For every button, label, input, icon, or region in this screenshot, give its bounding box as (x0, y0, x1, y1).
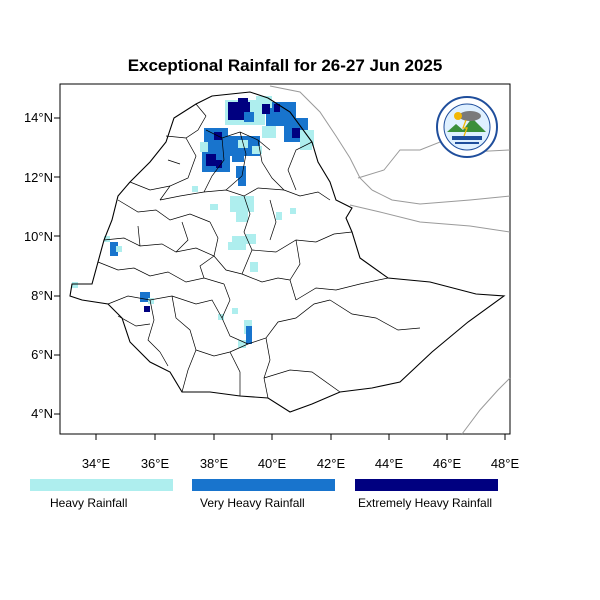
rain-cell (104, 236, 110, 242)
lon-tick-label: 34°E (82, 456, 111, 471)
axis-ticks (54, 117, 506, 440)
rain-cell (110, 242, 118, 256)
legend-label-very-heavy: Very Heavy Rainfall (200, 496, 305, 510)
rain-cell (262, 104, 270, 114)
rain-cell (228, 242, 238, 250)
rain-cell (144, 306, 150, 312)
rain-cell (206, 154, 216, 166)
rain-cell (276, 212, 282, 220)
legend-label-heavy: Heavy Rainfall (50, 496, 128, 510)
rain-cell (236, 166, 246, 178)
rain-cell (300, 144, 312, 150)
rain-cell (252, 146, 262, 154)
rain-cell (246, 326, 252, 344)
rain-cell (300, 130, 314, 146)
legend-swatch-very-heavy (192, 479, 335, 491)
rain-cell (250, 262, 258, 272)
rain-cell (140, 292, 150, 302)
rain-cell (72, 282, 78, 288)
legend-label-extremely-heavy: Extremely Heavy Rainfall (358, 496, 493, 510)
lat-tick-label: 10°N (24, 229, 53, 244)
rain-cell (210, 204, 218, 210)
rain-cell (238, 340, 246, 348)
plot-frame (59, 83, 511, 435)
rain-cell (232, 308, 238, 314)
lon-tick-label: 48°E (491, 456, 520, 471)
rain-cell (244, 112, 254, 122)
rain-cell (218, 314, 224, 320)
lat-tick-label: 8°N (31, 288, 53, 303)
rain-cell (232, 152, 244, 162)
legend-swatch-extremely-heavy (355, 479, 498, 491)
rain-cell (216, 160, 222, 168)
rain-cell (274, 104, 280, 112)
lon-tick-label: 36°E (141, 456, 170, 471)
lat-tick-label: 6°N (31, 347, 53, 362)
rain-cell (230, 196, 254, 212)
rain-cell (246, 234, 256, 244)
rain-cell (200, 142, 208, 152)
rain-cell (238, 98, 248, 106)
rain-cell (236, 212, 248, 222)
meteorology-institute-logo (436, 96, 498, 158)
rain-cell (116, 246, 122, 252)
lon-tick-label: 40°E (258, 456, 287, 471)
legend-swatch-heavy (30, 479, 173, 491)
lon-tick-label: 44°E (375, 456, 404, 471)
map-title: Exceptional Rainfall for 26-27 Jun 2025 (127, 56, 443, 75)
rain-cell (192, 186, 198, 192)
rain-cell (290, 208, 296, 214)
rain-cell (148, 298, 154, 304)
lat-tick-label: 12°N (24, 170, 53, 185)
rain-cell (238, 176, 246, 186)
rain-cell (292, 128, 300, 138)
rain-cell (262, 126, 276, 138)
admin-boundaries (97, 103, 421, 399)
lon-tick-label: 42°E (317, 456, 346, 471)
lat-tick-label: 4°N (31, 406, 53, 421)
lat-tick-label: 14°N (24, 110, 53, 125)
lon-tick-label: 38°E (200, 456, 229, 471)
country-border (69, 91, 506, 413)
lon-tick-label: 46°E (433, 456, 462, 471)
rainfall-cells (72, 96, 314, 348)
